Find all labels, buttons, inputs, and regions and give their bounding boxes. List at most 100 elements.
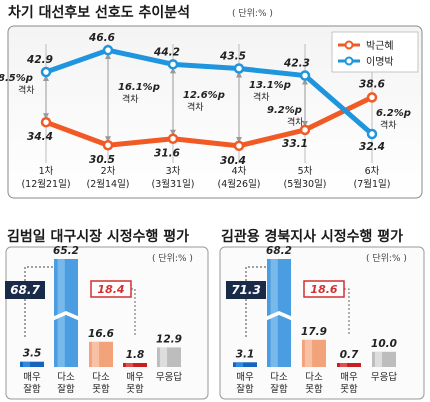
bar-category-2-line-2: 잘함 bbox=[270, 383, 288, 395]
bar-value-4: 1.8 bbox=[126, 349, 145, 361]
bar-highlight-1 bbox=[22, 361, 31, 367]
data-label-park-6: 38.6 bbox=[359, 78, 385, 90]
bar-category-1-line-2: 잘함 bbox=[236, 383, 254, 395]
data-point-park-5 bbox=[299, 124, 311, 136]
x-label-date-4: (4월26일) bbox=[217, 178, 260, 190]
gap-value-5: 9.2%p bbox=[267, 105, 302, 116]
gap-value-1: 8.5%p bbox=[0, 73, 33, 84]
bar-category-5-line-1: 무응답 bbox=[371, 371, 397, 383]
positive-total-box bbox=[5, 281, 45, 299]
negative-total-box bbox=[303, 280, 345, 298]
bar-highlight-4 bbox=[125, 363, 134, 367]
gap-annotations: 8.5%p격차 16.1%p격차 12.6%p격차13.1%p격차9.2%p격차6.… bbox=[0, 53, 411, 143]
bar-highlight-3 bbox=[304, 339, 313, 367]
bar-value-2: 68.2 bbox=[266, 245, 292, 257]
data-point-lee-6 bbox=[366, 128, 378, 140]
x-axis-labels: 1차(12월21일)2차(2월14일)3차(3월31일)4차(4월26일)5차(… bbox=[21, 165, 390, 190]
data-label-lee-6: 32.4 bbox=[359, 141, 385, 153]
bar-category-4-line-1: 매우 bbox=[340, 372, 358, 383]
gap-unit-2: 격차 bbox=[122, 93, 139, 105]
gyeongbuk-chart-title: 김관용 경북지사 시정수행 평가 bbox=[221, 228, 403, 245]
bar-category-4-line-1: 매우 bbox=[126, 372, 144, 383]
legend: 박근혜 이명박 bbox=[331, 31, 419, 73]
positive-total-bracket bbox=[24, 266, 54, 281]
bar-highlight-1 bbox=[235, 362, 244, 367]
bar-category-1-line-2: 잘함 bbox=[23, 383, 41, 395]
negative-total-value: 18.4 bbox=[97, 283, 124, 296]
bar-value-2: 65.2 bbox=[53, 245, 79, 257]
legend-marker-park bbox=[344, 40, 354, 50]
bar-category-4-line-2: 못함 bbox=[126, 384, 144, 395]
x-label-round-5: 5차 bbox=[298, 165, 313, 177]
gap-value-3: 12.6%p bbox=[183, 90, 225, 101]
bar-value-5: 10.0 bbox=[371, 338, 397, 350]
bar-value-4: 0.7 bbox=[340, 349, 359, 361]
bar-value-1: 3.1 bbox=[236, 348, 255, 360]
data-point-lee-2 bbox=[102, 44, 114, 56]
line-chart-unit: ( 단위:% ) bbox=[232, 8, 273, 19]
x-label-date-1: (12월21일) bbox=[21, 178, 70, 190]
legend-item-lee: 이명박 bbox=[338, 56, 394, 68]
negative-total-value: 18.6 bbox=[310, 283, 337, 296]
x-label-round-1: 1차 bbox=[39, 165, 54, 177]
line-chart-frame bbox=[7, 25, 423, 199]
series-line-park bbox=[43, 94, 375, 149]
gap-value-4: 13.1%p bbox=[249, 80, 291, 91]
data-label-park-4: 30.4 bbox=[220, 155, 246, 167]
bar-highlight-5 bbox=[374, 351, 383, 367]
bar-4 bbox=[337, 363, 361, 367]
legend-box bbox=[331, 31, 419, 73]
bar-category-2-line-1: 다소 bbox=[57, 372, 75, 383]
bar-1 bbox=[20, 361, 44, 367]
positive-total-value: 71.3 bbox=[231, 283, 261, 297]
line-chart: 차기 대선후보 선호도 추이분석 ( 단위:% ) 8.5%p격차 16.1%p격… bbox=[0, 4, 423, 199]
x-label-round-3: 3차 bbox=[166, 165, 181, 177]
x-label-date-3: (3월31일) bbox=[151, 178, 194, 190]
data-point-park-1 bbox=[40, 116, 52, 128]
bar-highlight-2 bbox=[270, 259, 278, 367]
series-lines: 34.4 30.5 31.6 30.4 33.1 38.6 42.9 46.6 44.2 43.5… bbox=[26, 32, 385, 167]
legend-label-lee: 이명박 bbox=[366, 56, 394, 68]
data-label-park-5: 33.1 bbox=[282, 138, 308, 150]
bar-category-3-line-1: 다소 bbox=[92, 372, 110, 383]
bar-value-1: 3.5 bbox=[23, 348, 42, 360]
gap-unit-5: 격차 bbox=[287, 116, 304, 128]
bar-value-5: 12.9 bbox=[156, 333, 182, 345]
gap-value-6: 6.2%p bbox=[376, 108, 411, 119]
data-point-lee-3 bbox=[167, 59, 179, 70]
gap-unit-6: 격차 bbox=[380, 119, 397, 131]
bar-category-3-line-1: 다소 bbox=[305, 372, 323, 383]
gap-unit-4: 격차 bbox=[253, 91, 270, 103]
bar-category-2-line-1: 다소 bbox=[270, 372, 288, 383]
data-label-lee-5: 42.3 bbox=[283, 58, 310, 70]
bar-category-4-line-2: 못함 bbox=[340, 384, 358, 395]
x-label-date-6: (7월1일) bbox=[354, 178, 391, 190]
bar-category-1-line-1: 매우 bbox=[23, 372, 41, 383]
data-label-park-1: 34.4 bbox=[27, 131, 53, 143]
bar-highlight-5 bbox=[159, 347, 168, 367]
data-label-park-3: 31.6 bbox=[154, 148, 180, 160]
bar-category-5-line-1: 무응답 bbox=[156, 371, 182, 383]
legend-label-park: 박근혜 bbox=[366, 40, 394, 52]
data-point-lee-1 bbox=[40, 66, 52, 78]
x-label-round-2: 2차 bbox=[101, 165, 116, 177]
legend-marker-lee bbox=[344, 56, 354, 66]
data-label-lee-1: 42.9 bbox=[26, 54, 53, 66]
daegu-chart-title: 김범일 대구시장 시정수행 평가 bbox=[7, 228, 189, 245]
bar-break-2 bbox=[265, 311, 293, 321]
data-point-lee-4 bbox=[233, 63, 245, 74]
positive-total-bracket bbox=[245, 266, 267, 281]
data-point-park-3 bbox=[167, 133, 179, 144]
data-label-park-2: 30.5 bbox=[89, 154, 115, 166]
bar-1 bbox=[233, 362, 257, 367]
data-label-lee-4: 43.5 bbox=[219, 50, 246, 62]
data-point-park-4 bbox=[233, 140, 245, 152]
bar-category-2-line-2: 잘함 bbox=[57, 383, 75, 395]
data-label-lee-3: 44.2 bbox=[153, 46, 180, 58]
bar-highlight-4 bbox=[339, 363, 348, 367]
positive-total-value: 68.7 bbox=[10, 283, 40, 297]
bar-4 bbox=[123, 363, 147, 367]
